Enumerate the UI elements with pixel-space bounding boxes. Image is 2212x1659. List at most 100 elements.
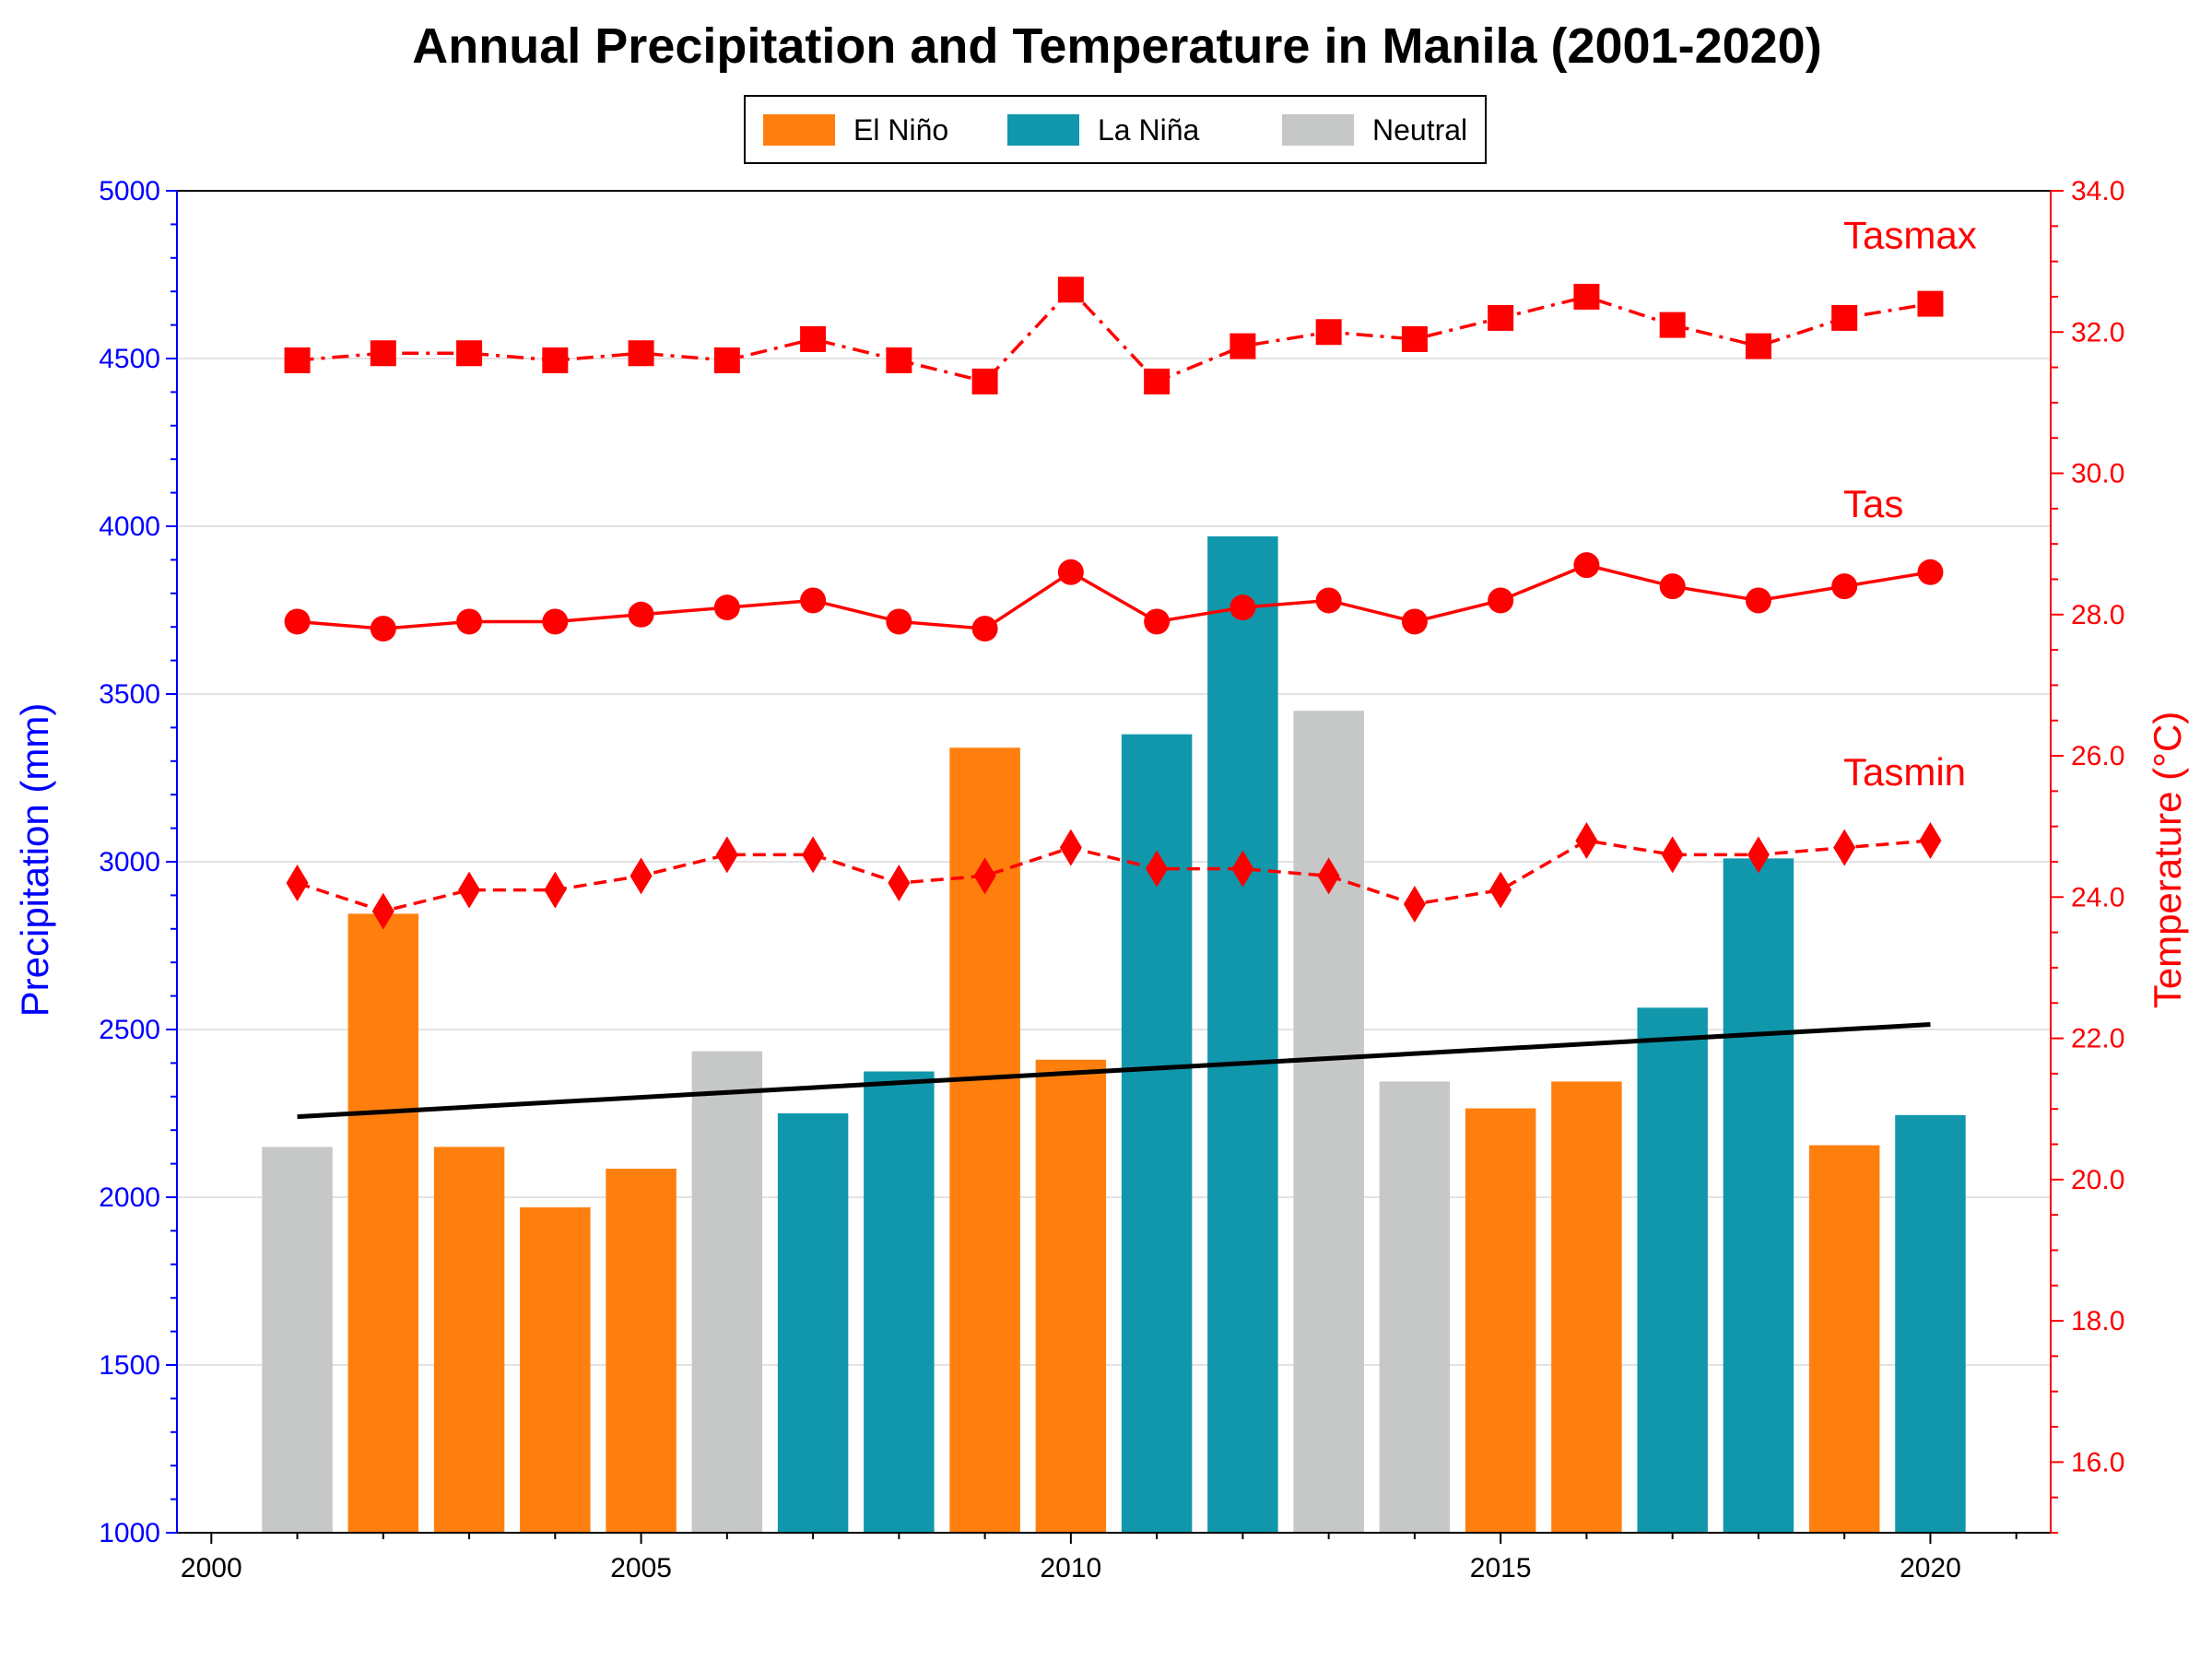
y-right-tick-label-18.0: 18.0 bbox=[2071, 1306, 2124, 1336]
marker-tas-2006 bbox=[713, 594, 740, 621]
marker-tas-2007 bbox=[800, 587, 827, 614]
marker-tasmax-2011 bbox=[1144, 368, 1171, 394]
marker-tasmin-2011 bbox=[1146, 850, 1169, 888]
marker-tas-2002 bbox=[370, 616, 396, 642]
series-label-tasmin: Tasmin bbox=[1843, 750, 1966, 794]
marker-tasmin-2009 bbox=[973, 857, 996, 895]
legend-swatch-el-ni-o bbox=[763, 114, 835, 146]
y-axis-right-label: Temperature (°C) bbox=[2146, 712, 2189, 1009]
bar-2012 bbox=[1207, 535, 1278, 1534]
marker-tas-2014 bbox=[1401, 608, 1428, 635]
marker-tas-2020 bbox=[1917, 559, 1944, 585]
y-right-tick-label-28.0: 28.0 bbox=[2071, 600, 2124, 630]
marker-tasmax-2003 bbox=[456, 340, 483, 367]
bar-2014 bbox=[1379, 1081, 1451, 1533]
marker-tasmin-2001 bbox=[286, 864, 309, 901]
chart-title: Annual Precipitation and Temperature in … bbox=[412, 18, 1821, 74]
y-left-tick-label-4000: 4000 bbox=[99, 512, 160, 542]
bar-2008 bbox=[864, 1071, 935, 1533]
marker-tasmax-2015 bbox=[1488, 304, 1514, 331]
marker-tas-2019 bbox=[1831, 573, 1858, 600]
marker-tasmax-2010 bbox=[1057, 276, 1084, 303]
y-right-tick-label-30.0: 30.0 bbox=[2071, 459, 2124, 489]
bar-2020 bbox=[1895, 1114, 1966, 1533]
y-right-tick-label-32.0: 32.0 bbox=[2071, 317, 2124, 347]
x-tick-label-2010: 2010 bbox=[1040, 1553, 1101, 1583]
marker-tas-2005 bbox=[628, 601, 654, 628]
bar-2002 bbox=[347, 913, 419, 1533]
axes: 2000 2005 2010 2015 2020 1000 1500 2000 2500 3000… bbox=[99, 176, 2124, 1583]
series-label-tas: Tas bbox=[1843, 482, 1903, 525]
precipitation-trend bbox=[297, 1022, 1931, 1120]
marker-tasmax-2007 bbox=[800, 325, 827, 352]
marker-tasmin-2003 bbox=[458, 871, 481, 909]
bar-2003 bbox=[433, 1147, 505, 1533]
bar-2017 bbox=[1637, 1007, 1708, 1533]
marker-tasmin-2004 bbox=[544, 871, 567, 909]
y-right-tick-label-22.0: 22.0 bbox=[2071, 1024, 2124, 1054]
marker-tasmax-2019 bbox=[1831, 304, 1858, 331]
marker-tas-2008 bbox=[886, 608, 912, 635]
x-tick-label-2005: 2005 bbox=[610, 1553, 672, 1583]
bar-2015 bbox=[1465, 1108, 1536, 1533]
marker-tasmin-2006 bbox=[715, 836, 738, 874]
line-tasmax bbox=[297, 287, 1931, 383]
x-tick-label-2020: 2020 bbox=[1900, 1553, 1961, 1583]
y-left-tick-label-3000: 3000 bbox=[99, 847, 160, 877]
marker-tasmax-2012 bbox=[1230, 333, 1256, 359]
marker-tas-2010 bbox=[1057, 559, 1084, 585]
y-left-tick-label-2500: 2500 bbox=[99, 1015, 160, 1045]
bar-2007 bbox=[777, 1113, 849, 1533]
y-left-tick-label-1000: 1000 bbox=[99, 1518, 160, 1548]
marker-tas-2004 bbox=[542, 608, 569, 635]
line-tasmin bbox=[297, 839, 1931, 913]
marker-tasmax-2016 bbox=[1573, 283, 1600, 310]
axis-labels: Precipitation (mm) Temperature (°C) bbox=[13, 703, 2189, 1018]
series-label-tasmax: Tasmax bbox=[1843, 214, 1977, 257]
marker-tas-2015 bbox=[1488, 587, 1514, 614]
marker-tasmax-2005 bbox=[628, 340, 654, 367]
marker-tasmax-2013 bbox=[1315, 319, 1342, 346]
y-axis-left-label: Precipitation (mm) bbox=[13, 703, 56, 1018]
legend-swatch-la-ni-a bbox=[1007, 114, 1079, 146]
marker-tasmin-2015 bbox=[1489, 871, 1512, 909]
marker-tasmin-2002 bbox=[371, 892, 394, 930]
marker-tasmin-2007 bbox=[802, 836, 825, 874]
marker-tas-2013 bbox=[1315, 587, 1342, 614]
marker-tas-2018 bbox=[1745, 587, 1771, 614]
y-left-tick-label-4500: 4500 bbox=[99, 344, 160, 374]
marker-tasmin-2018 bbox=[1747, 836, 1770, 874]
bar-2018 bbox=[1723, 858, 1794, 1533]
marker-tasmin-2010 bbox=[1059, 829, 1082, 866]
y-right-tick-label-34.0: 34.0 bbox=[2071, 176, 2124, 206]
temperature-lines: Tasmax Tas Tasmin bbox=[284, 214, 1977, 930]
marker-tasmin-2020 bbox=[1919, 822, 1942, 860]
y-right-tick-label-24.0: 24.0 bbox=[2071, 882, 2124, 912]
legend-label-neutral: Neutral bbox=[1372, 113, 1467, 147]
bar-2004 bbox=[520, 1206, 591, 1533]
marker-tasmax-2017 bbox=[1659, 312, 1686, 338]
x-tick-label-2015: 2015 bbox=[1470, 1553, 1532, 1583]
bar-2001 bbox=[262, 1147, 333, 1533]
bar-2019 bbox=[1808, 1145, 1880, 1533]
marker-tasmin-2005 bbox=[629, 857, 653, 895]
y-right-tick-label-26.0: 26.0 bbox=[2071, 741, 2124, 771]
y-left-tick-label-3500: 3500 bbox=[99, 679, 160, 710]
line-tas bbox=[297, 563, 1931, 630]
marker-tasmax-2004 bbox=[542, 347, 569, 373]
marker-tasmax-2002 bbox=[370, 340, 396, 367]
marker-tasmax-2020 bbox=[1917, 290, 1944, 317]
marker-tasmin-2012 bbox=[1231, 850, 1254, 888]
legend-swatch-neutral bbox=[1282, 114, 1354, 146]
marker-tas-2011 bbox=[1144, 608, 1171, 635]
marker-tasmax-2009 bbox=[971, 368, 998, 394]
bar-2006 bbox=[691, 1051, 763, 1533]
marker-tasmax-2006 bbox=[713, 347, 740, 373]
marker-tasmin-2008 bbox=[888, 864, 911, 901]
marker-tas-2009 bbox=[971, 616, 998, 642]
marker-tasmin-2017 bbox=[1661, 836, 1684, 874]
marker-tasmax-2001 bbox=[284, 347, 311, 373]
marker-tas-2012 bbox=[1230, 594, 1256, 621]
bar-2013 bbox=[1293, 711, 1364, 1533]
marker-tasmin-2016 bbox=[1575, 822, 1598, 860]
